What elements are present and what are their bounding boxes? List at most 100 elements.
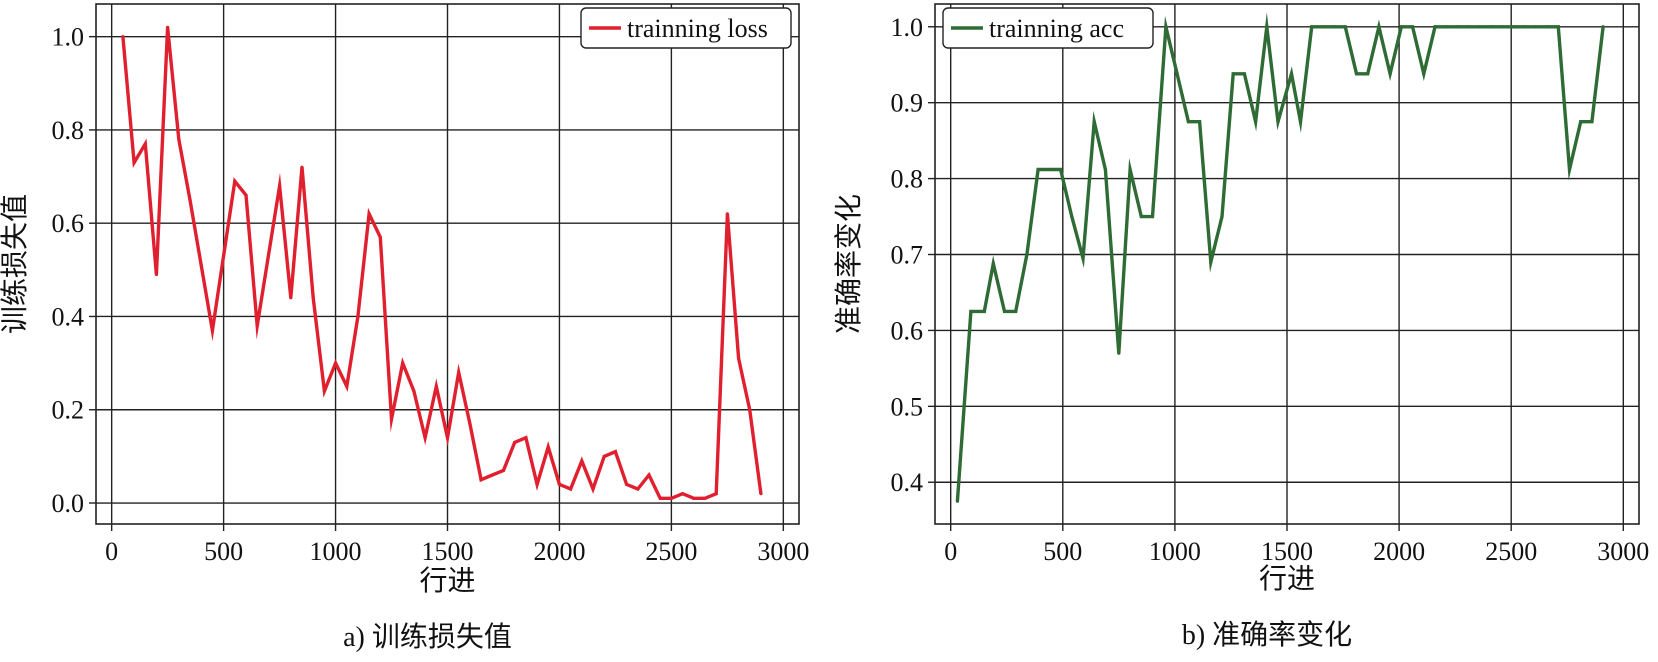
x-tick-label: 3000	[757, 537, 809, 566]
y-tick-label: 0.4	[891, 468, 924, 497]
data-point	[143, 142, 147, 146]
y-tick-label: 1.0	[52, 23, 85, 52]
data-point	[244, 193, 248, 197]
data-point	[1209, 260, 1213, 264]
accuracy-chart: 0 500 1000 1500 2000 2500 3000 0.4 0.5 0.6 0.7 0.8 0…	[833, 3, 1649, 651]
data-point	[1433, 25, 1437, 29]
data-point	[680, 492, 685, 496]
y-tick-label: 0.5	[891, 392, 924, 421]
data-point	[1254, 120, 1258, 124]
data-point	[725, 212, 729, 216]
data-point	[1164, 25, 1168, 29]
data-point	[457, 370, 461, 375]
data-point	[1579, 120, 1583, 124]
data-point	[1321, 25, 1325, 29]
data-point	[1332, 25, 1336, 29]
data-point	[434, 384, 438, 389]
data-point	[569, 487, 573, 491]
x-tick-label: 1000	[1149, 537, 1201, 566]
data-point	[602, 454, 606, 458]
data-point	[1139, 214, 1143, 219]
data-point	[1556, 25, 1560, 29]
data-point	[1175, 72, 1179, 76]
data-point	[154, 272, 159, 277]
data-point	[1103, 167, 1107, 172]
data-point	[1047, 167, 1051, 172]
data-point	[1444, 25, 1448, 29]
legend-box	[580, 7, 792, 49]
data-point	[1366, 72, 1370, 76]
x-tick-label: 2500	[645, 537, 697, 566]
data-point	[669, 496, 673, 500]
data-point	[199, 263, 203, 267]
data-point	[1231, 72, 1235, 76]
data-point	[1058, 167, 1063, 172]
data-point	[748, 408, 752, 412]
data-point	[255, 324, 259, 328]
x-tick-label: 1500	[1261, 537, 1313, 566]
data-point	[1590, 120, 1594, 124]
x-axis-label: 行进	[419, 565, 475, 597]
data-point	[557, 482, 562, 486]
loss-chart: 0 500 1000 1500 2000 2500 3000 0.0 0.2 0.4 0.6 0.8 1…	[0, 3, 809, 653]
data-point	[1081, 256, 1085, 260]
data-point	[166, 25, 170, 29]
data-point	[423, 436, 427, 440]
y-axis-label: 准确率变化	[833, 194, 865, 334]
series-line	[955, 12, 1605, 502]
data-point	[1500, 25, 1504, 29]
data-point	[177, 137, 181, 141]
plot-frame	[95, 3, 800, 525]
data-point	[188, 198, 192, 202]
data-point	[222, 254, 226, 258]
data-point	[1399, 25, 1403, 29]
data-point	[636, 487, 640, 491]
data-point	[1036, 167, 1040, 172]
data-point	[1310, 25, 1314, 29]
data-point	[132, 160, 136, 165]
data-point	[1377, 25, 1381, 29]
chart-caption: a) 训练损失值	[343, 621, 512, 653]
data-point	[266, 254, 270, 258]
data-point	[1298, 120, 1303, 124]
x-tick-label: 500	[1043, 537, 1082, 566]
data-point	[982, 309, 986, 314]
y-tick-label: 0.8	[891, 165, 924, 194]
data-point	[1478, 25, 1482, 29]
data-point	[412, 389, 416, 393]
data-point	[703, 496, 707, 500]
data-point	[1197, 120, 1202, 124]
series-line	[121, 27, 763, 500]
data-point	[345, 384, 349, 389]
data-point	[1489, 25, 1493, 29]
data-point	[969, 309, 973, 314]
data-point	[1025, 252, 1029, 257]
data-point	[546, 445, 550, 449]
data-point	[300, 165, 304, 169]
data-point	[591, 487, 595, 491]
x-tick-label: 1500	[422, 537, 474, 566]
data-point	[333, 361, 338, 365]
legend-label: trainning acc	[989, 14, 1124, 43]
y-tick-label: 0.6	[891, 316, 924, 345]
data-point	[1534, 25, 1538, 29]
data-point	[1567, 167, 1572, 172]
data-point	[1014, 309, 1018, 314]
data-point	[356, 314, 360, 319]
data-point	[1070, 214, 1074, 219]
data-point	[277, 184, 282, 188]
data-point	[1265, 25, 1269, 29]
y-tick-label: 0.6	[52, 209, 85, 238]
y-tick-label: 0.8	[52, 116, 85, 145]
data-point	[1276, 120, 1280, 124]
data-point	[647, 473, 651, 477]
data-point	[389, 417, 394, 421]
legend: trainning acc	[942, 7, 1154, 49]
data-point	[625, 482, 629, 486]
data-point	[1220, 214, 1224, 219]
data-point	[479, 478, 483, 482]
data-point	[121, 35, 125, 39]
data-point	[759, 492, 763, 496]
data-point	[1545, 25, 1549, 29]
